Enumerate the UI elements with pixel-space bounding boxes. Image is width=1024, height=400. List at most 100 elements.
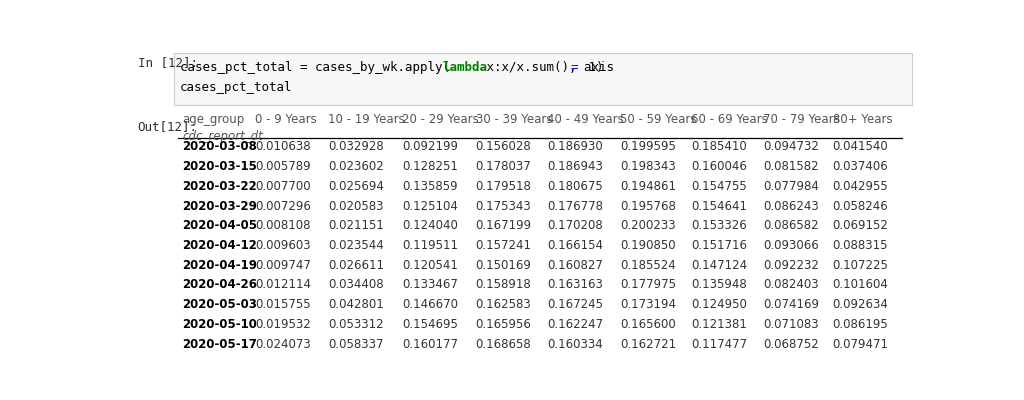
Text: In [12]:: In [12]: (137, 56, 198, 69)
Text: 0.037406: 0.037406 (833, 160, 889, 173)
Text: 2020-03-08: 2020-03-08 (182, 140, 257, 154)
Text: 0.158918: 0.158918 (475, 278, 531, 291)
Text: 0.200233: 0.200233 (620, 219, 676, 232)
Text: 0.005789: 0.005789 (255, 160, 310, 173)
Text: 0.180675: 0.180675 (547, 180, 603, 193)
Text: 0.024073: 0.024073 (255, 338, 310, 350)
Text: 0.042955: 0.042955 (833, 180, 889, 193)
Text: 0.176778: 0.176778 (547, 200, 603, 212)
Text: 2020-04-12: 2020-04-12 (182, 239, 257, 252)
Text: 20 - 29 Years: 20 - 29 Years (401, 113, 478, 126)
Text: 0.153326: 0.153326 (691, 219, 748, 232)
Text: lambda: lambda (442, 61, 487, 74)
Text: 0.081582: 0.081582 (763, 160, 818, 173)
Text: 0.175343: 0.175343 (475, 200, 531, 212)
Text: 0.135948: 0.135948 (691, 278, 748, 291)
Text: 2020-04-05: 2020-04-05 (182, 219, 257, 232)
Text: 0.198343: 0.198343 (620, 160, 676, 173)
Text: 0.128251: 0.128251 (401, 160, 458, 173)
Text: 0.150169: 0.150169 (475, 259, 531, 272)
Text: 0.034408: 0.034408 (328, 278, 384, 291)
Text: age_group: age_group (182, 113, 244, 126)
Text: 0.086195: 0.086195 (833, 318, 889, 331)
Text: 0.053312: 0.053312 (328, 318, 384, 331)
Text: 2020-03-15: 2020-03-15 (182, 160, 257, 173)
Text: 0.121381: 0.121381 (691, 318, 748, 331)
Text: 0.166154: 0.166154 (547, 239, 603, 252)
Text: 0.058246: 0.058246 (833, 200, 889, 212)
Text: 0.092232: 0.092232 (763, 259, 819, 272)
Text: 0.154641: 0.154641 (691, 200, 748, 212)
Text: 0.068752: 0.068752 (763, 338, 818, 350)
Text: 0.092199: 0.092199 (401, 140, 458, 154)
Text: =: = (570, 61, 578, 74)
Text: 0.162247: 0.162247 (547, 318, 603, 331)
Text: 0.186930: 0.186930 (547, 140, 603, 154)
Text: 0.165956: 0.165956 (475, 318, 531, 331)
Text: 0.120541: 0.120541 (401, 259, 458, 272)
Text: 0.154755: 0.154755 (691, 180, 748, 193)
Text: 80+ Years: 80+ Years (833, 113, 892, 126)
Text: 0.010638: 0.010638 (255, 140, 310, 154)
Text: 0.173194: 0.173194 (620, 298, 676, 311)
Text: 2020-05-03: 2020-05-03 (182, 298, 257, 311)
Text: 2020-05-10: 2020-05-10 (182, 318, 257, 331)
Text: 0.151716: 0.151716 (691, 239, 748, 252)
Text: 0.026611: 0.026611 (328, 259, 384, 272)
Text: 0.167199: 0.167199 (475, 219, 531, 232)
Text: 0.071083: 0.071083 (763, 318, 818, 331)
Text: 0 - 9 Years: 0 - 9 Years (255, 113, 316, 126)
Text: 0.162721: 0.162721 (620, 338, 676, 350)
Text: 0.042801: 0.042801 (328, 298, 384, 311)
Text: 0.160177: 0.160177 (401, 338, 458, 350)
Text: 0.007700: 0.007700 (255, 180, 310, 193)
Text: 0.023544: 0.023544 (328, 239, 384, 252)
Text: 0.147124: 0.147124 (691, 259, 748, 272)
Text: 0.146670: 0.146670 (401, 298, 458, 311)
Text: 0.160046: 0.160046 (691, 160, 748, 173)
Text: 0.170208: 0.170208 (547, 219, 603, 232)
Text: 0.119511: 0.119511 (401, 239, 458, 252)
Text: 0.009747: 0.009747 (255, 259, 311, 272)
Text: 0.135859: 0.135859 (401, 180, 458, 193)
Text: 0.194861: 0.194861 (620, 180, 676, 193)
Text: 0.157241: 0.157241 (475, 239, 531, 252)
Text: 0.082403: 0.082403 (763, 278, 818, 291)
Text: 0.079471: 0.079471 (833, 338, 889, 350)
Text: cases_pct_total: cases_pct_total (179, 81, 292, 94)
FancyBboxPatch shape (174, 53, 912, 105)
Text: 30 - 39 Years: 30 - 39 Years (475, 113, 552, 126)
Text: 0.086582: 0.086582 (763, 219, 818, 232)
Text: 0.177975: 0.177975 (620, 278, 676, 291)
Text: 0.160334: 0.160334 (547, 338, 603, 350)
Text: 0.186943: 0.186943 (547, 160, 603, 173)
Text: 40 - 49 Years: 40 - 49 Years (547, 113, 624, 126)
Text: 0.163163: 0.163163 (547, 278, 603, 291)
Text: 0.162583: 0.162583 (475, 298, 531, 311)
Text: 0.015755: 0.015755 (255, 298, 310, 311)
Text: cases_pct_total = cases_by_wk.apply(: cases_pct_total = cases_by_wk.apply( (179, 61, 450, 74)
Text: 0.107225: 0.107225 (833, 259, 889, 272)
Text: 0.125104: 0.125104 (401, 200, 458, 212)
Text: 0.007296: 0.007296 (255, 200, 311, 212)
Text: 0.124950: 0.124950 (691, 298, 748, 311)
Text: 0.195768: 0.195768 (620, 200, 676, 212)
Text: 0.020583: 0.020583 (328, 200, 383, 212)
Text: 0.041540: 0.041540 (833, 140, 889, 154)
Text: 0.092634: 0.092634 (833, 298, 889, 311)
Text: 0.088315: 0.088315 (833, 239, 888, 252)
Text: 0.093066: 0.093066 (763, 239, 818, 252)
Text: 0.077984: 0.077984 (763, 180, 819, 193)
Text: 0.094732: 0.094732 (763, 140, 819, 154)
Text: 0.025694: 0.025694 (328, 180, 384, 193)
Text: 1): 1) (581, 61, 603, 74)
Text: 0.156028: 0.156028 (475, 140, 531, 154)
Text: 10 - 19 Years: 10 - 19 Years (328, 113, 404, 126)
Text: 0.074169: 0.074169 (763, 298, 819, 311)
Text: 0.168658: 0.168658 (475, 338, 531, 350)
Text: 70 - 79 Years: 70 - 79 Years (763, 113, 840, 126)
Text: 0.154695: 0.154695 (401, 318, 458, 331)
Text: 0.178037: 0.178037 (475, 160, 531, 173)
Text: 0.101604: 0.101604 (833, 278, 889, 291)
Text: Out[12]:: Out[12]: (137, 120, 198, 133)
